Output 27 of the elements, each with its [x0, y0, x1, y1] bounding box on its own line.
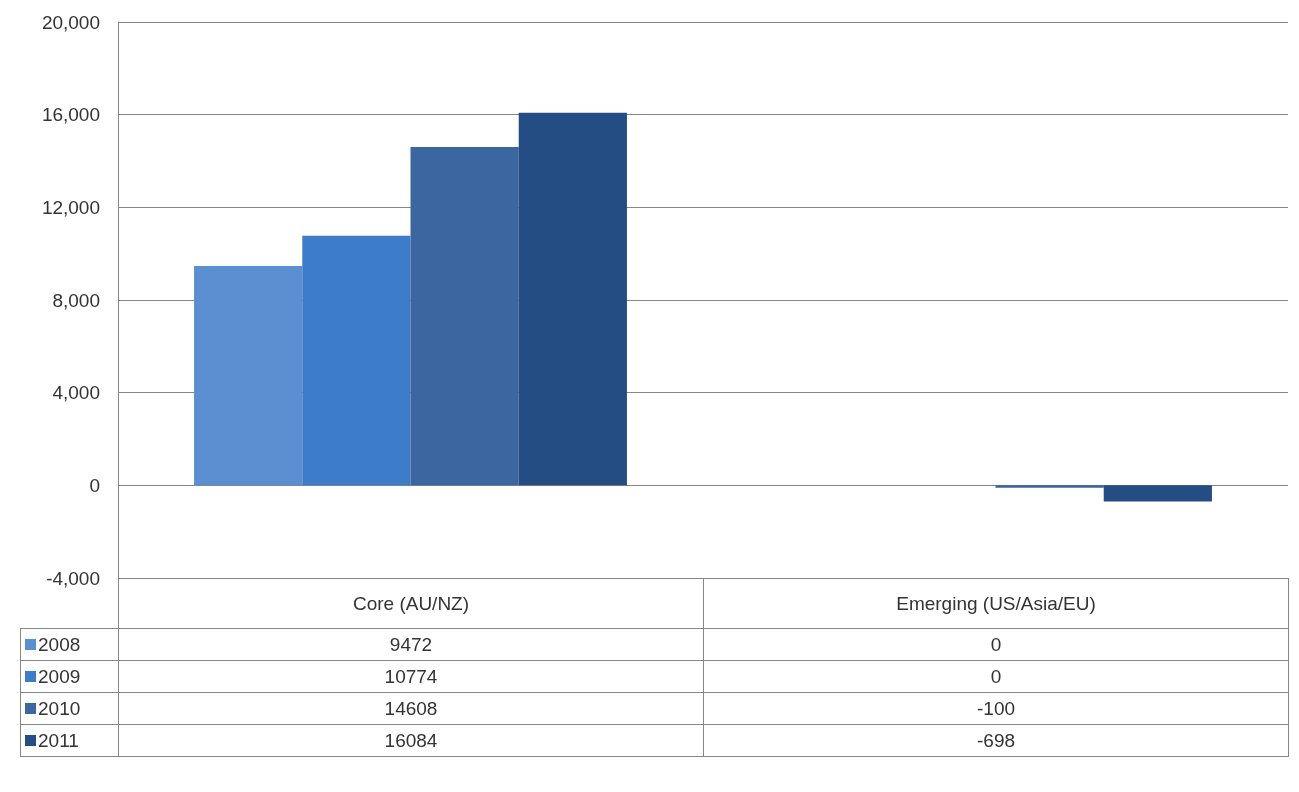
legend-label: 2008: [38, 633, 81, 655]
data-label: 14608: [118, 692, 704, 725]
x-tick-label: Emerging (US/Asia/EU): [703, 578, 1289, 629]
data-label: 10774: [118, 660, 704, 693]
legend-label: 2011: [38, 729, 79, 751]
y-tick-label: 16,000: [41, 104, 100, 126]
x-tick-label: Core (AU/NZ): [118, 578, 704, 629]
legend-label: 2010: [38, 697, 81, 719]
bar: [194, 265, 303, 486]
y-tick-label: 12,000: [41, 196, 100, 218]
data-label: -100: [703, 692, 1289, 725]
y-tick-label: 0: [89, 474, 100, 496]
y-tick-label: -4,000: [46, 567, 100, 589]
bar: [518, 112, 627, 486]
y-tick-label: 20,000: [41, 11, 100, 33]
bar: [302, 235, 411, 486]
y-tick-label: 8,000: [52, 289, 100, 311]
data-label: 16084: [118, 724, 704, 757]
y-tick-label: 4,000: [52, 382, 100, 404]
bar: [410, 146, 519, 486]
legend-label: 2009: [38, 665, 81, 687]
data-label: -698: [703, 724, 1289, 757]
bar: [1103, 485, 1212, 502]
data-label: 9472: [118, 628, 704, 661]
data-label: 0: [703, 660, 1289, 693]
data-label: 0: [703, 628, 1289, 661]
bar: [995, 485, 1104, 488]
